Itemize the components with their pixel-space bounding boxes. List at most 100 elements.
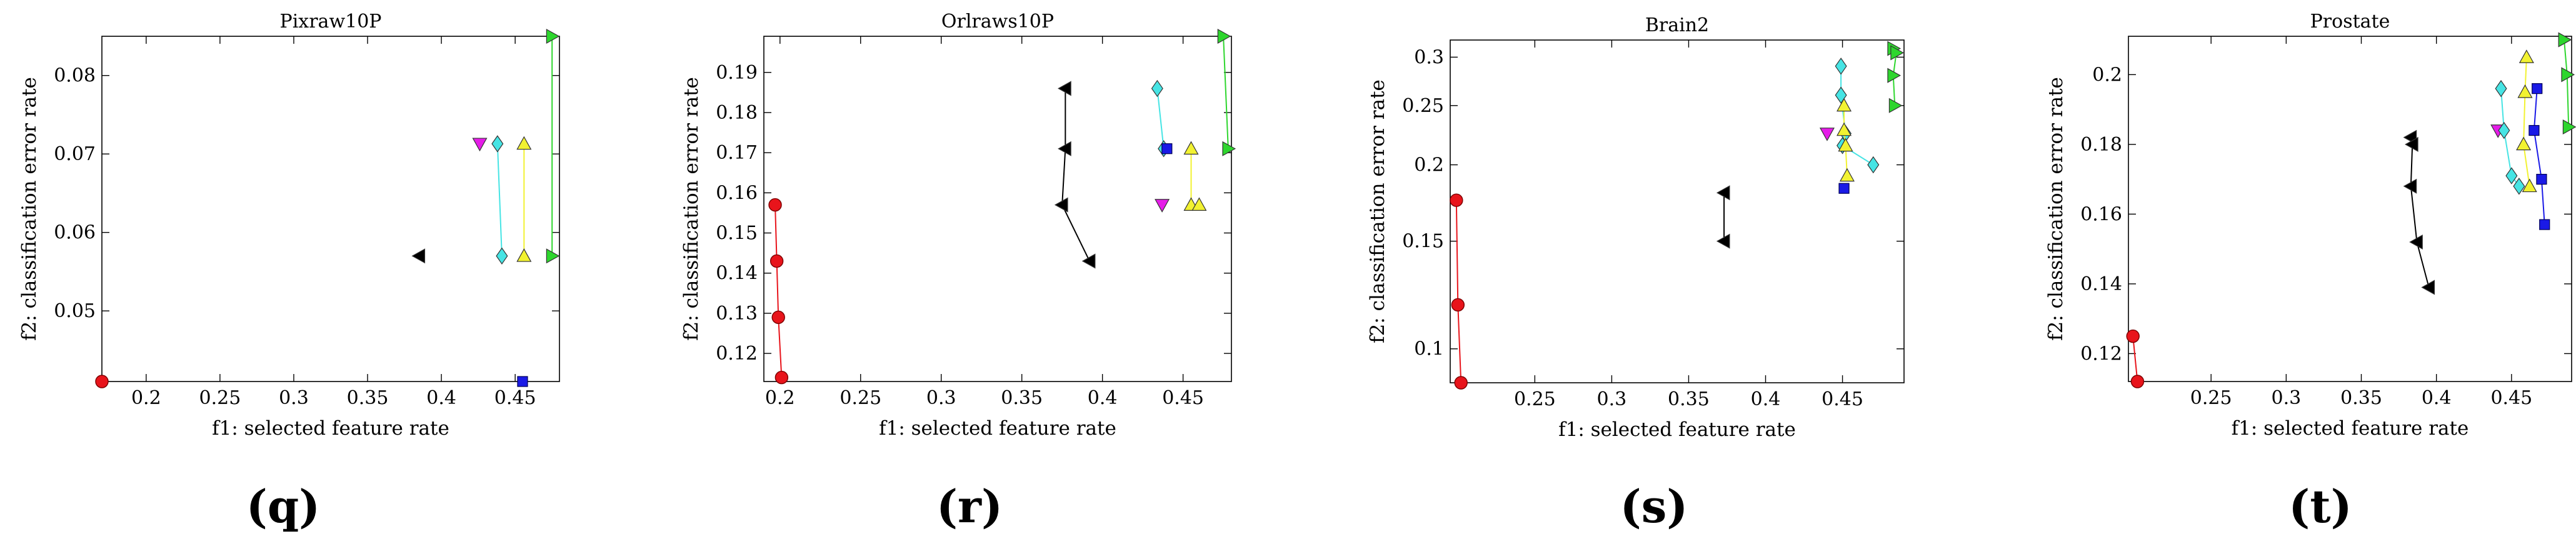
panel-label: (r) bbox=[936, 480, 1003, 533]
data-point bbox=[2539, 219, 2550, 230]
series-line bbox=[496, 143, 503, 256]
y-tick-label: 0.17 bbox=[716, 142, 758, 164]
data-point bbox=[516, 136, 532, 150]
data-point bbox=[2403, 178, 2417, 194]
chart-title: Prostate bbox=[2310, 11, 2390, 33]
x-tick-label: 0.25 bbox=[199, 387, 241, 409]
data-point bbox=[1716, 233, 1730, 249]
x-tick-label: 0.4 bbox=[2422, 387, 2452, 409]
data-point bbox=[1839, 168, 1855, 182]
y-tick-label: 0.08 bbox=[54, 65, 96, 87]
data-point bbox=[1835, 86, 1847, 104]
data-point bbox=[1450, 193, 1463, 207]
x-tick-label: 0.4 bbox=[1751, 388, 1781, 410]
y-tick-label: 0.18 bbox=[716, 102, 758, 124]
x-tick-label: 0.4 bbox=[426, 387, 456, 409]
data-point bbox=[1838, 138, 1853, 152]
y-tick-label: 0.06 bbox=[54, 222, 96, 244]
series-line bbox=[2500, 88, 2520, 187]
chart-panel-3: Brain2 0.25 0.3 0.35 0.4 0.45 0.1 0.15 0.2 0.25 0.… bbox=[1366, 14, 1905, 533]
x-tick-label: 0.35 bbox=[1001, 387, 1043, 409]
series-line bbox=[774, 205, 783, 378]
data-point bbox=[1191, 197, 1207, 211]
y-tick-label: 0.2 bbox=[2092, 64, 2122, 86]
data-point bbox=[2532, 83, 2543, 94]
data-point bbox=[774, 370, 789, 385]
y-axis-label: f2: classification error rate bbox=[680, 77, 703, 341]
data-point bbox=[2517, 84, 2533, 98]
plot-frame bbox=[763, 36, 1232, 382]
data-point bbox=[1222, 141, 1236, 156]
x-tick-label: 0.3 bbox=[279, 387, 309, 409]
y-tick-label: 0.14 bbox=[716, 263, 758, 285]
x-tick-label: 0.3 bbox=[1597, 388, 1627, 410]
x-tick-label: 0.3 bbox=[2271, 387, 2301, 409]
x-tick-label: 0.45 bbox=[494, 387, 536, 409]
data-point bbox=[1838, 183, 1850, 194]
data-point bbox=[1454, 376, 1468, 390]
chart-panel-1: Pixraw10P 0.2 0.25 0.3 0.35 0.4 0.45 0.05 0.06 0.… bbox=[18, 11, 560, 533]
data-point bbox=[1155, 199, 1170, 213]
data-point bbox=[411, 248, 426, 264]
chart-panel-2: Orlraws10P 0.2 0.25 0.3 0.35 0.4 0.45 0.12 0.13 0… bbox=[680, 11, 1236, 533]
series-line bbox=[1061, 88, 1090, 261]
series-layer bbox=[1450, 41, 1904, 390]
data-point bbox=[1890, 45, 1904, 61]
x-tick-label: 0.3 bbox=[926, 387, 956, 409]
y-axis-label: f2: classification error rate bbox=[1366, 79, 1389, 343]
data-point bbox=[1081, 253, 1096, 269]
plot-frame bbox=[2128, 36, 2572, 382]
y-tick-label: 0.12 bbox=[716, 343, 758, 365]
data-point bbox=[95, 375, 109, 388]
series-line bbox=[2533, 88, 2545, 225]
data-point bbox=[1835, 58, 1847, 75]
data-point bbox=[1058, 81, 1071, 96]
data-point bbox=[2562, 119, 2576, 134]
chart-title: Brain2 bbox=[1645, 14, 1709, 36]
data-point bbox=[546, 248, 560, 264]
y-tick-label: 0.18 bbox=[2080, 134, 2122, 156]
data-point bbox=[2505, 167, 2518, 185]
chart-panel-4: Prostate 0.25 0.3 0.35 0.4 0.45 0.12 0.14 0.16 0.… bbox=[2045, 11, 2576, 533]
data-point bbox=[2405, 136, 2418, 152]
x-tick-label: 0.25 bbox=[839, 387, 881, 409]
x-tick-label: 0.2 bbox=[765, 387, 795, 409]
plot-frame bbox=[101, 36, 560, 382]
data-point bbox=[1058, 141, 1071, 156]
data-point bbox=[472, 138, 488, 152]
data-point bbox=[2495, 79, 2507, 98]
x-tick-label: 0.45 bbox=[2490, 387, 2532, 409]
data-point bbox=[516, 248, 532, 262]
data-point bbox=[1888, 98, 1903, 113]
chart-title: Orlraws10P bbox=[941, 11, 1054, 33]
y-tick-label: 0.19 bbox=[716, 62, 758, 84]
data-point bbox=[1837, 122, 1852, 136]
y-axis-label: f2: classification error rate bbox=[18, 77, 41, 341]
data-point bbox=[496, 247, 508, 265]
y-tick-label: 0.16 bbox=[2080, 203, 2122, 225]
data-point bbox=[771, 310, 785, 325]
y-axis-label: f2: classification error rate bbox=[2045, 77, 2067, 341]
series-layer bbox=[2126, 32, 2576, 388]
y-tick-label: 0.2 bbox=[1414, 154, 1444, 176]
data-point bbox=[2518, 49, 2534, 63]
data-point bbox=[2516, 136, 2532, 151]
data-point bbox=[491, 135, 504, 153]
data-point bbox=[2513, 178, 2525, 195]
x-axis-label: f1: selected feature rate bbox=[879, 417, 1116, 440]
x-tick-label: 0.45 bbox=[1162, 387, 1204, 409]
x-axis-label: f1: selected feature rate bbox=[2232, 417, 2469, 440]
series-layer bbox=[768, 28, 1236, 385]
x-tick-label: 0.45 bbox=[1822, 388, 1863, 410]
x-axis-label: f1: selected feature rate bbox=[212, 417, 449, 440]
data-point bbox=[2558, 32, 2572, 48]
data-point bbox=[546, 28, 560, 44]
series-layer bbox=[95, 28, 560, 388]
data-point bbox=[1054, 197, 1068, 213]
data-point bbox=[1887, 68, 1902, 83]
y-tick-label: 0.05 bbox=[54, 300, 96, 322]
x-tick-label: 0.25 bbox=[2190, 387, 2232, 409]
data-point bbox=[2421, 280, 2435, 295]
x-axis-label: f1: selected feature rate bbox=[1558, 418, 1796, 441]
